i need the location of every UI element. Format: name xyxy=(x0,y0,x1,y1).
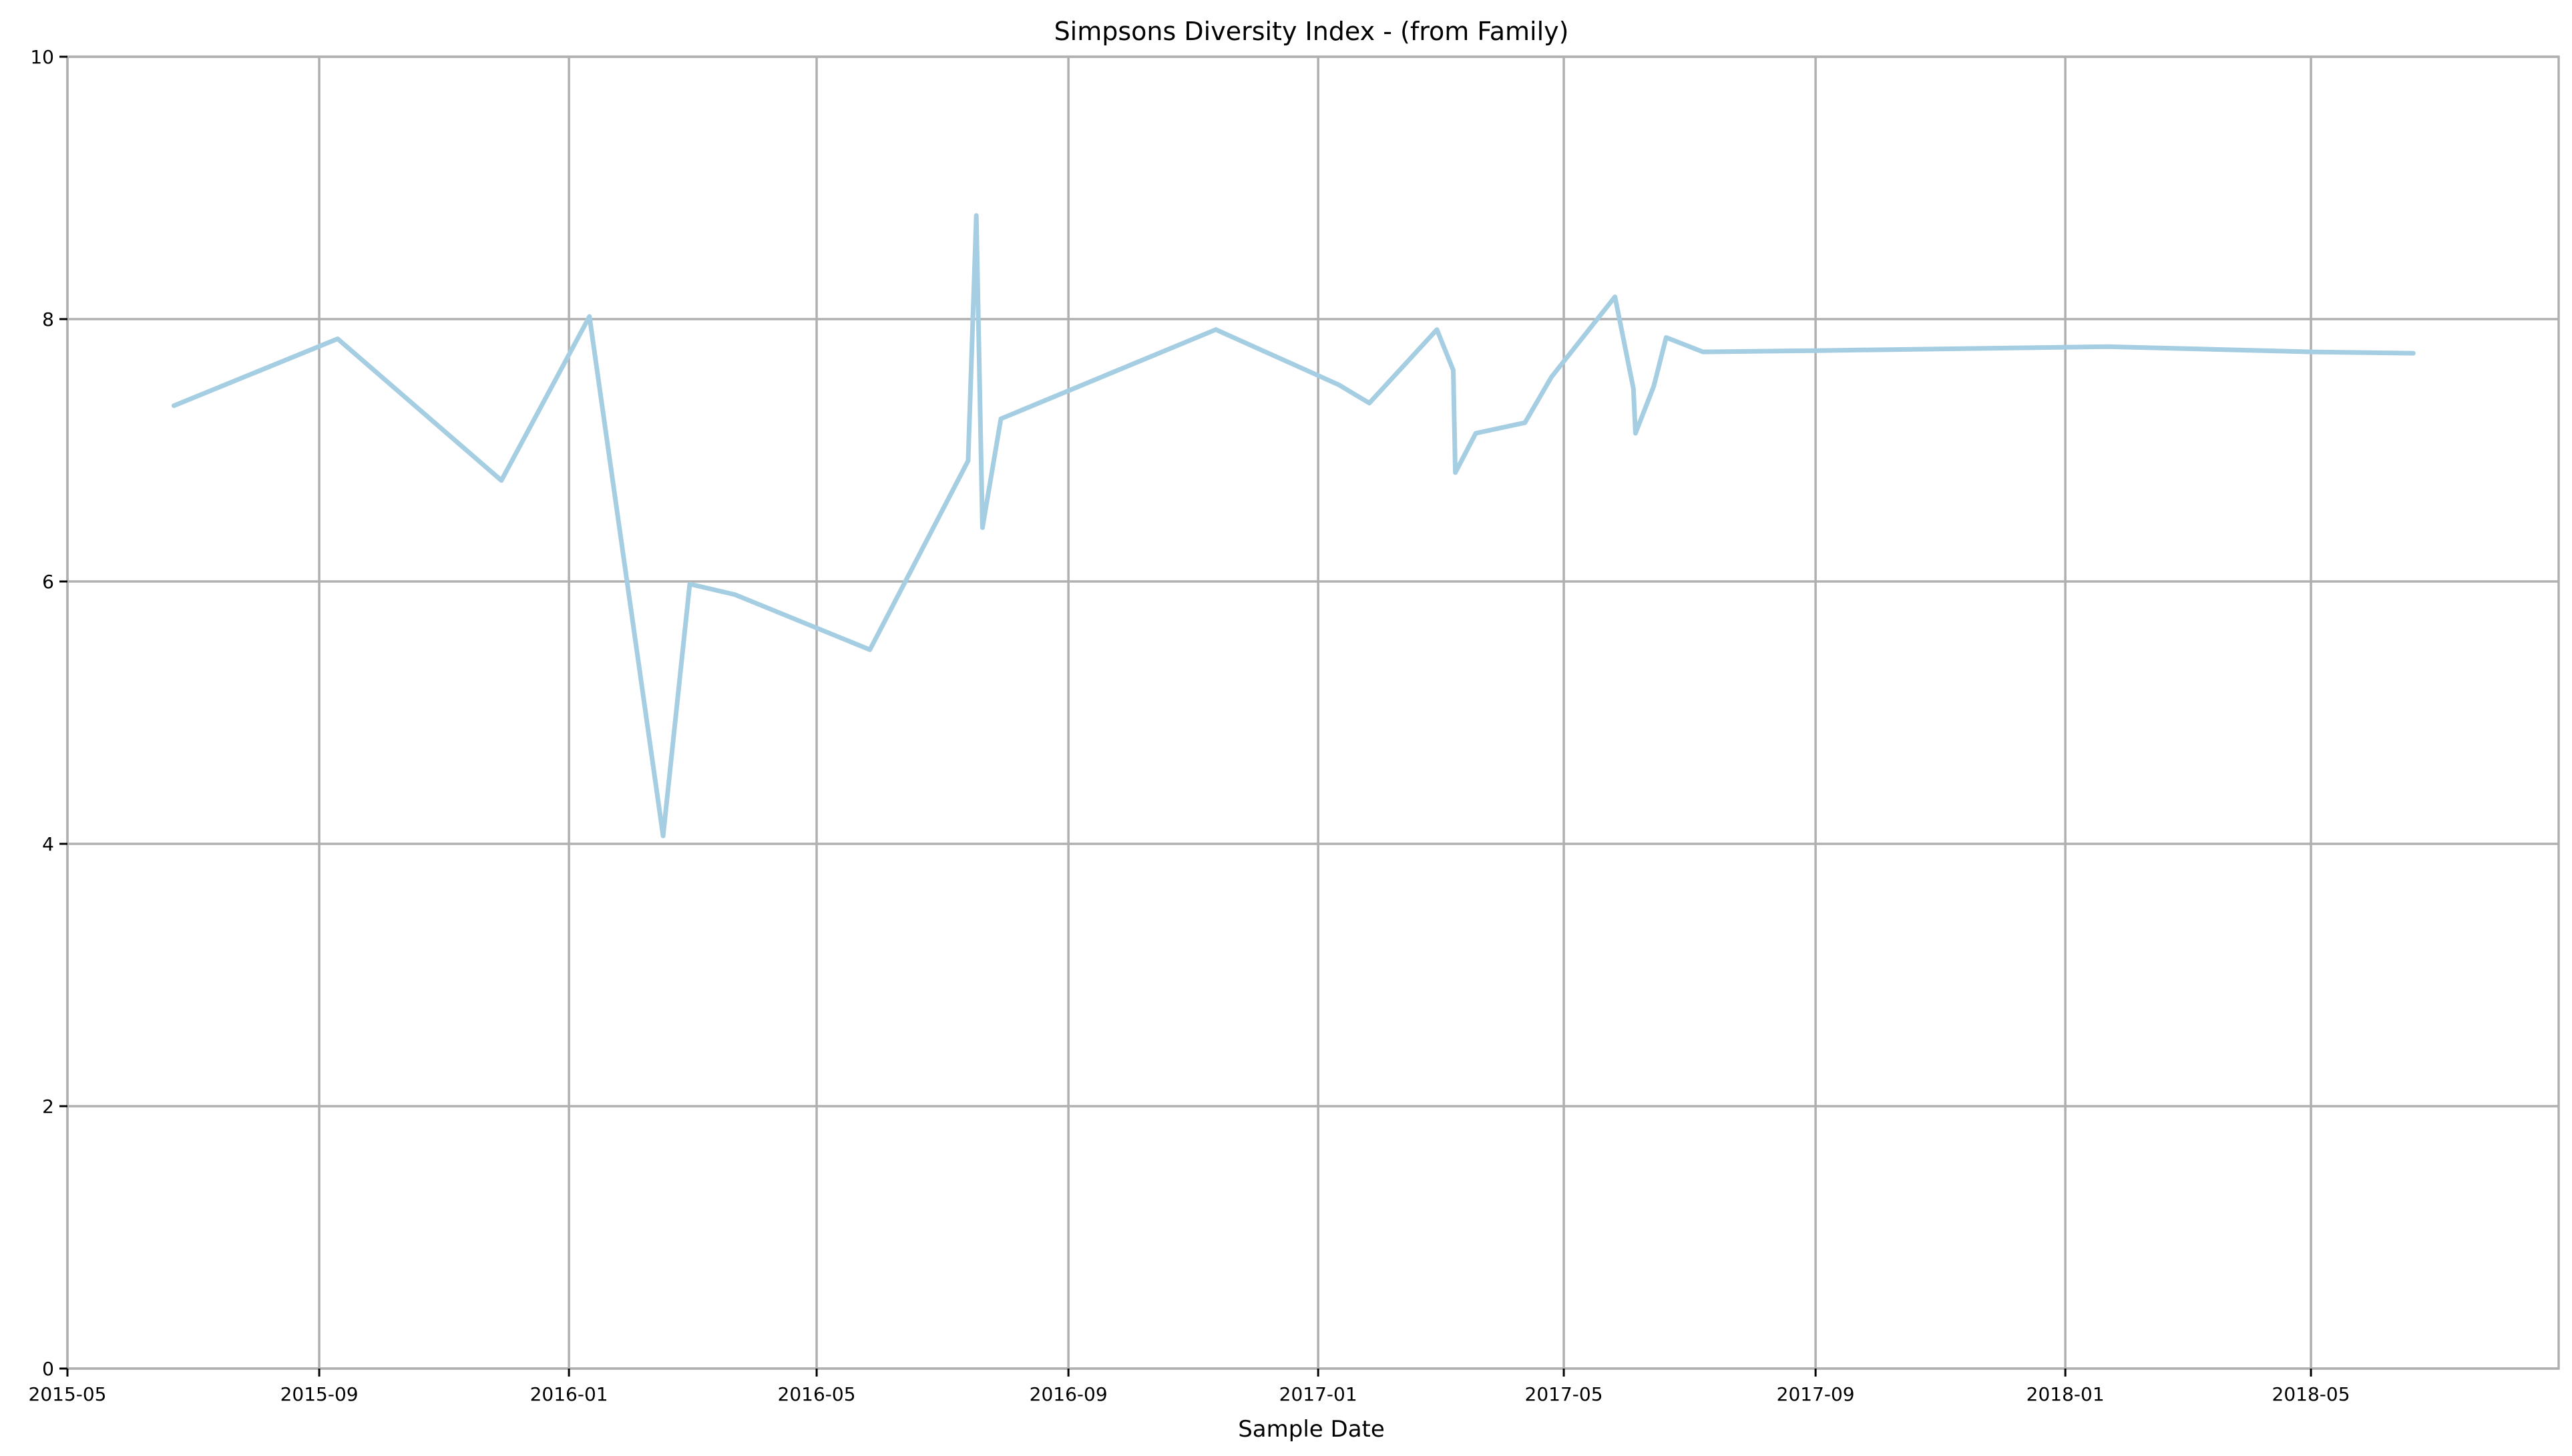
y-tick-label: 2 xyxy=(42,1096,54,1118)
chart-title: Simpsons Diversity Index - (from Family) xyxy=(1054,17,1569,46)
ticks: 0 2 4 6 8 10 2015-05 2015-09 2016-01 2016-05 2016-… xyxy=(29,46,2350,1405)
x-tick-label: 2017-05 xyxy=(1525,1383,1603,1405)
plot-frame xyxy=(66,55,2560,1370)
x-tick-label: 2018-05 xyxy=(2272,1383,2350,1405)
x-axis-label: Sample Date xyxy=(1238,1416,1385,1443)
y-tick-label: 0 xyxy=(42,1358,54,1380)
grid xyxy=(66,55,2559,1370)
x-tick-label: 2018-01 xyxy=(2026,1383,2105,1405)
x-tick-label: 2017-01 xyxy=(1279,1383,1357,1405)
x-tick-label: 2016-01 xyxy=(530,1383,608,1405)
x-tick-label: 2015-09 xyxy=(280,1383,359,1405)
x-tick-label: 2016-05 xyxy=(778,1383,856,1405)
x-tick-label: 2015-05 xyxy=(29,1383,107,1405)
y-tick-label: 4 xyxy=(42,833,54,855)
x-tick-label: 2017-09 xyxy=(1777,1383,1855,1405)
x-tick-label: 2016-09 xyxy=(1030,1383,1108,1405)
axes xyxy=(66,55,2560,1370)
y-tick-label: 10 xyxy=(30,46,54,68)
series-layer xyxy=(171,213,2416,838)
y-tick-label: 8 xyxy=(42,308,54,330)
series-line xyxy=(171,213,2416,838)
y-tick-label: 6 xyxy=(42,571,54,593)
